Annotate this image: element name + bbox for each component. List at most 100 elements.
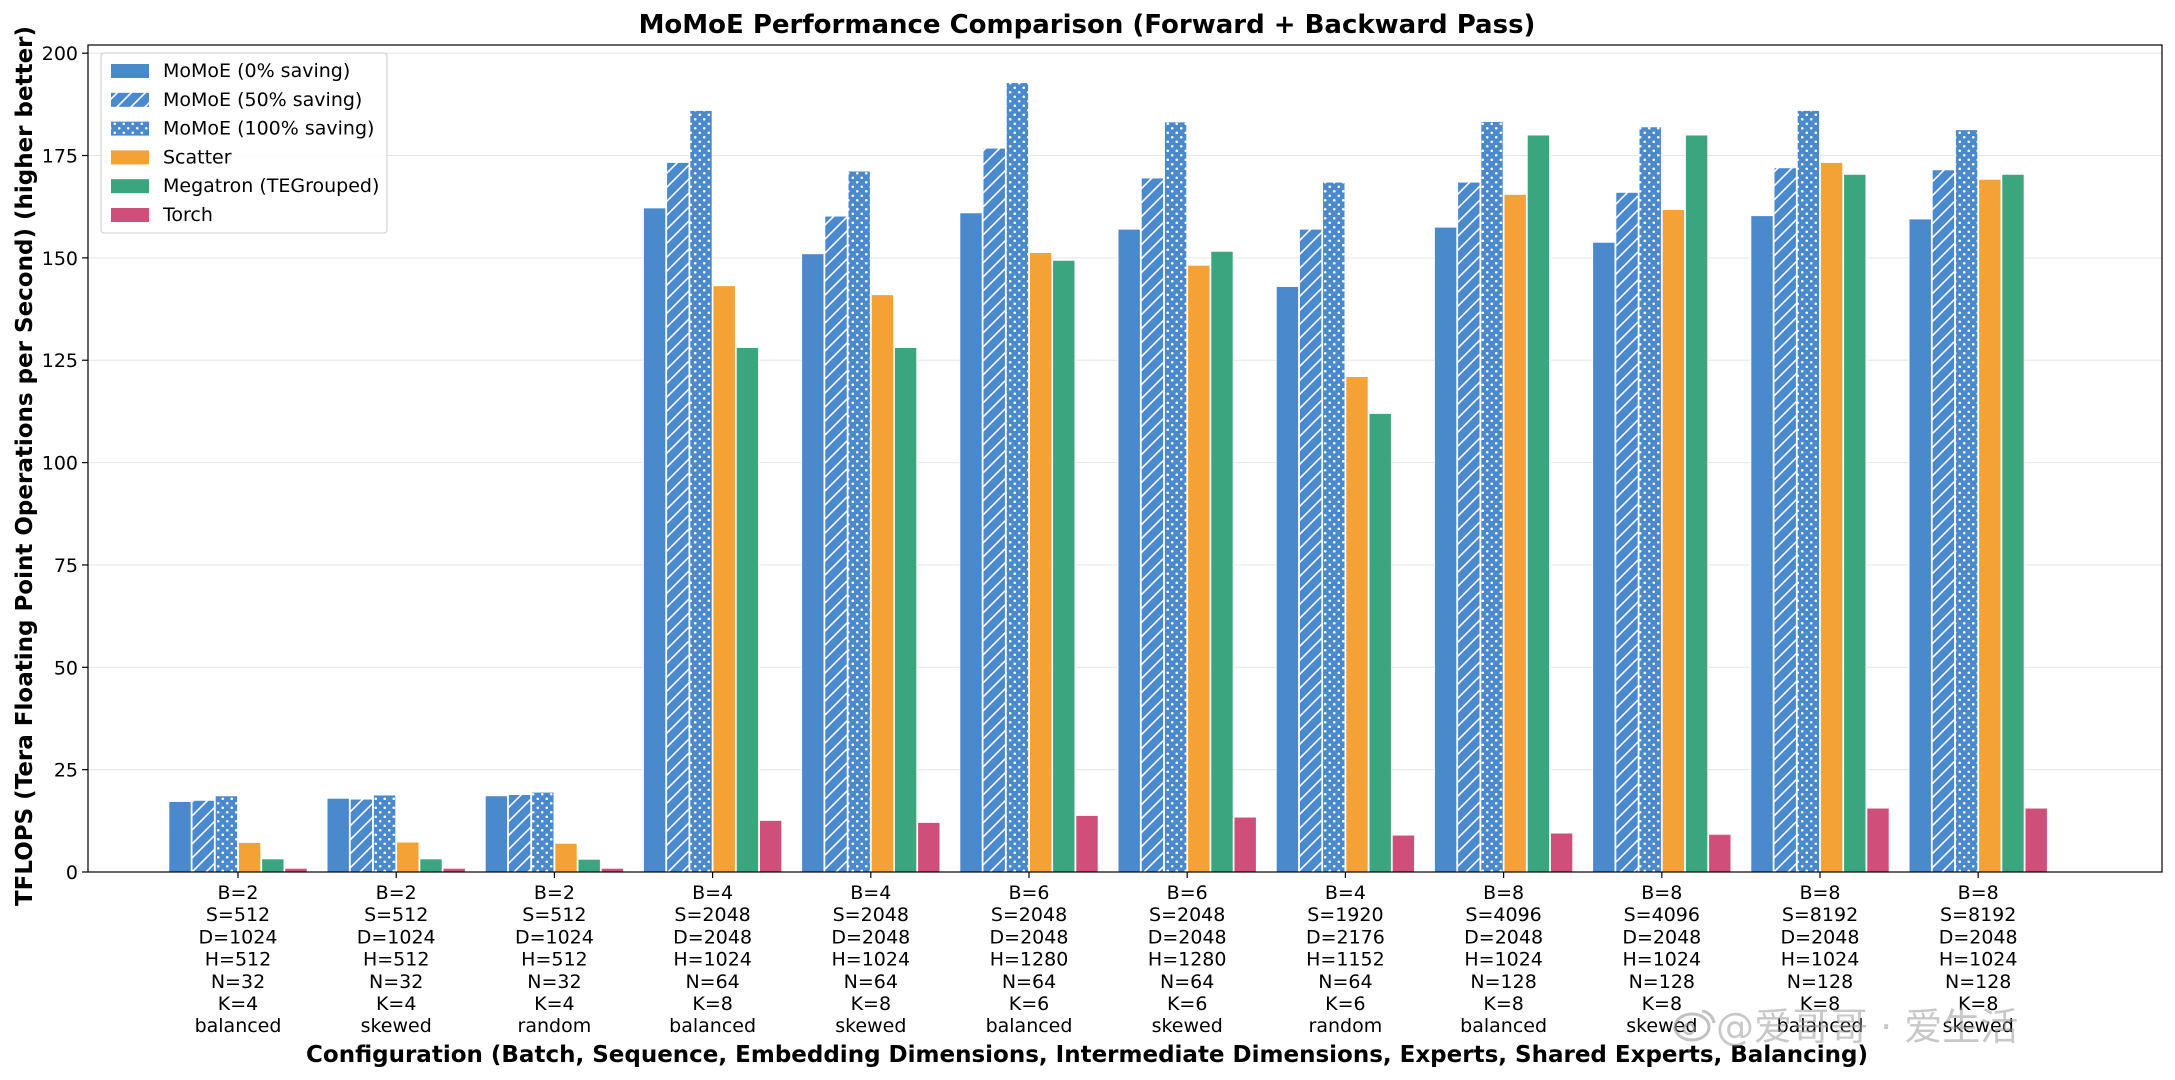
x-tick-label: random: [518, 1015, 592, 1037]
legend-swatch: [111, 208, 149, 222]
x-tick-label: skewed: [1626, 1015, 1697, 1037]
x-tick-label: H=1024: [1464, 949, 1543, 971]
bar: [1708, 833, 1732, 873]
x-tick-label: K=8: [692, 993, 732, 1015]
bar: [894, 347, 918, 873]
bar: [870, 294, 894, 873]
legend-swatch: [111, 64, 149, 78]
legend-box: [100, 52, 388, 234]
bar: [1140, 177, 1164, 873]
x-tick-label: N=64: [1160, 971, 1214, 993]
legend-item: Scatter: [111, 146, 232, 168]
bar: [643, 207, 667, 873]
bar: [1931, 169, 1955, 873]
bar: [1638, 126, 1662, 873]
x-tick-label: N=64: [844, 971, 898, 993]
bar: [1480, 121, 1504, 873]
x-tick-label: D=2048: [1464, 926, 1543, 948]
legend-label: MoMoE (100% saving): [163, 118, 374, 140]
x-tick-label: D=2048: [831, 926, 910, 948]
x-tick-label: D=2048: [990, 926, 1069, 948]
x-tick-label: N=128: [1470, 971, 1536, 993]
x-tick-label: H=1024: [1781, 949, 1860, 971]
y-axis-title: TFLOPS (Tera Floating Point Operations p…: [12, 26, 38, 906]
x-tick-label: balanced: [669, 1015, 756, 1037]
x-tick-label: S=8192: [1940, 904, 2016, 926]
bar: [2024, 807, 2048, 873]
bar: [577, 858, 601, 873]
chart-title: MoMoE Performance Comparison (Forward + …: [639, 10, 1536, 40]
x-tick-label: D=2048: [1148, 926, 1227, 948]
x-tick-label: D=1024: [515, 926, 594, 948]
x-tick-label: H=1024: [832, 949, 911, 971]
bar: [1052, 259, 1076, 873]
weibo-logo-icon: [1673, 1009, 1716, 1042]
bar: [484, 795, 508, 873]
bar: [1391, 834, 1415, 873]
bar: [1368, 413, 1392, 873]
legend-swatch: [111, 179, 149, 194]
x-tick-label: K=8: [1800, 993, 1840, 1015]
bar: [1299, 228, 1323, 873]
x-tick-label: K=8: [851, 993, 891, 1015]
x-tick-label: N=32: [369, 971, 423, 993]
series-2: [214, 82, 1979, 873]
x-tick-label: H=1152: [1306, 949, 1385, 971]
x-tick-label: D=2048: [1622, 926, 1701, 948]
y-tick-label: 125: [42, 350, 78, 372]
x-tick-label: D=2048: [673, 926, 752, 948]
x-tick-label: balanced: [1777, 1015, 1864, 1037]
bar: [1820, 162, 1844, 873]
x-tick-label: balanced: [1460, 1015, 1547, 1037]
bar: [1526, 134, 1550, 873]
x-tick-label: N=64: [1002, 971, 1056, 993]
bar: [959, 212, 983, 873]
x-tick-label: S=2048: [1149, 904, 1225, 926]
x-tick-label: N=128: [1945, 971, 2011, 993]
x-tick-label: skewed: [835, 1015, 906, 1037]
legend: MoMoE (0% saving) MoMoE (50% saving) MoMoE…: [100, 52, 388, 234]
bar: [396, 841, 420, 873]
x-tick-label: B=2: [376, 882, 417, 904]
bar: [1029, 252, 1053, 873]
y-tick-label: 0: [66, 862, 78, 884]
legend-item: Megatron (TEGrouped): [111, 175, 379, 197]
x-tick-label: N=64: [685, 971, 739, 993]
x-tick-label: B=8: [1958, 882, 1999, 904]
bar: [847, 170, 871, 873]
series-5: [284, 807, 2048, 873]
series-0: [168, 207, 1932, 873]
bar: [666, 162, 690, 873]
bar: [508, 794, 532, 873]
x-tick-label: K=6: [1009, 993, 1049, 1015]
legend-label: Megatron (TEGrouped): [163, 175, 379, 197]
plot-frame: [87, 44, 2163, 873]
bar: [1978, 178, 2002, 873]
bar: [168, 801, 192, 873]
bar: [1275, 286, 1299, 873]
bar: [238, 842, 262, 873]
x-tick-label: S=2048: [991, 904, 1067, 926]
x-axis: B=2S=512D=1024H=512N=32K=4balancedB=2S=5…: [195, 872, 2018, 1037]
y-tick-label: 200: [42, 43, 78, 65]
bar: [1210, 250, 1234, 873]
x-tick-label: B=2: [534, 882, 575, 904]
x-tick-label: H=512: [521, 949, 587, 971]
bar: [1233, 816, 1257, 873]
legend-swatch: [111, 150, 149, 165]
x-tick-label: S=512: [522, 904, 586, 926]
x-tick-label: N=128: [1629, 971, 1695, 993]
watermark-text: @爱哥哥 · 爱生活: [1716, 1005, 2018, 1049]
x-tick-label: B=6: [1167, 882, 1208, 904]
legend-label: MoMoE (50% saving): [163, 89, 362, 111]
x-tick-label: balanced: [986, 1015, 1073, 1037]
x-tick-label: H=1280: [1148, 949, 1227, 971]
x-tick-label: skewed: [1943, 1015, 2014, 1037]
x-tick-label: N=64: [1318, 971, 1372, 993]
legend-label: Scatter: [163, 146, 232, 168]
x-tick-label: skewed: [361, 1015, 432, 1037]
x-tick-label: K=6: [1325, 993, 1365, 1015]
x-tick-label: K=8: [1958, 993, 1998, 1015]
y-tick-label: 150: [42, 248, 78, 270]
x-tick-label: K=4: [376, 993, 416, 1015]
